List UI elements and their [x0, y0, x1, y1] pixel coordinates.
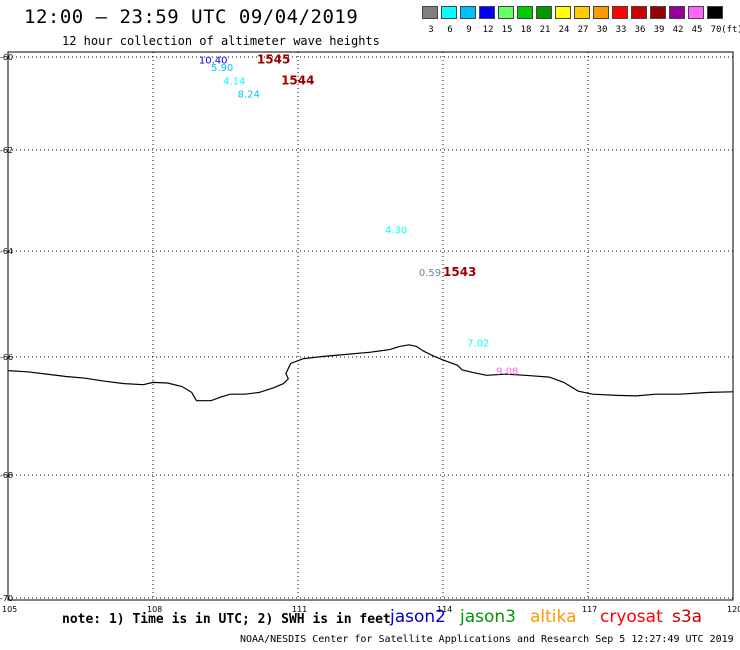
antarctic-coastline	[7, 344, 734, 402]
longitude-label: 114	[437, 605, 452, 614]
legend-label: 3	[428, 25, 434, 35]
legend-swatch	[479, 6, 495, 19]
legend-label: 21	[539, 25, 551, 35]
legend-label: 33	[615, 25, 627, 35]
legend-label: 24	[558, 25, 570, 35]
legend-swatch	[593, 6, 609, 19]
legend-label: 9	[466, 25, 472, 35]
legend-swatch	[460, 6, 476, 19]
longitude-label: 111	[292, 605, 307, 614]
legend-swatch	[650, 6, 666, 19]
legend-label: 6	[447, 25, 453, 35]
wave-height-value: 7.02	[467, 339, 489, 350]
legend-swatch	[574, 6, 590, 19]
page-title: 12:00 – 23:59 UTC 09/04/2019	[24, 6, 359, 28]
pass-time-label: 1545	[257, 52, 290, 66]
legend-label: 36	[634, 25, 646, 35]
legend-swatch	[441, 6, 457, 19]
longitude-label: 117	[582, 605, 597, 614]
wave-height-value: 5.90	[211, 63, 233, 74]
footer-note: note: 1) Time is in UTC; 2) SWH is in fe…	[62, 612, 391, 627]
satellite-jason2: jason2	[390, 607, 446, 627]
legend-unit: (ft)	[721, 25, 740, 35]
legend-swatch	[669, 6, 685, 19]
legend-label: 27	[577, 25, 589, 35]
legend-swatch	[612, 6, 628, 19]
legend-label: 70	[710, 25, 722, 35]
latitude-label: -60	[0, 53, 13, 62]
legend-swatch	[498, 6, 514, 19]
latitude-label: -66	[0, 353, 13, 362]
credit-line: NOAA/NESDIS Center for Satellite Applica…	[240, 634, 734, 645]
longitude-label: 105	[2, 605, 17, 614]
legend-swatch	[536, 6, 552, 19]
legend-swatch	[631, 6, 647, 19]
satellite-jason3: jason3	[460, 607, 516, 627]
wave-height-value: 0.59	[419, 268, 441, 279]
wave-height-value: 4.30	[385, 225, 407, 236]
latitude-label: -70	[0, 594, 13, 603]
pass-time-label: 1543	[443, 265, 476, 279]
legend-label: 12	[482, 25, 494, 35]
map-frame	[7, 51, 734, 601]
legend-label: 45	[691, 25, 703, 35]
wave-height-value: 9.08	[496, 367, 518, 378]
satellite-cryosat: cryosat	[600, 607, 663, 627]
legend-swatch	[555, 6, 571, 19]
legend-swatch	[517, 6, 533, 19]
satellite-altika: altika	[530, 607, 577, 627]
latitude-label: -64	[0, 247, 13, 256]
longitude-label: 120	[727, 605, 740, 614]
latitude-label: -62	[0, 146, 13, 155]
legend-label: 30	[596, 25, 608, 35]
legend-label: 42	[672, 25, 684, 35]
wave-height-value: 4.14	[223, 76, 245, 87]
satellite-s3a: s3a	[672, 607, 703, 627]
legend-swatch	[707, 6, 723, 19]
legend-label: 18	[520, 25, 532, 35]
legend-swatch	[688, 6, 704, 19]
legend-label: 39	[653, 25, 665, 35]
pass-time-label: 1544	[281, 73, 314, 87]
longitude-label: 108	[147, 605, 162, 614]
page-subtitle: 12 hour collection of altimeter wave hei…	[62, 34, 380, 48]
legend-label: 15	[501, 25, 513, 35]
wave-height-value: 10.40	[199, 55, 228, 66]
latitude-label: -68	[0, 471, 13, 480]
legend-swatch	[422, 6, 438, 19]
wave-height-value: 8.24	[238, 89, 260, 100]
